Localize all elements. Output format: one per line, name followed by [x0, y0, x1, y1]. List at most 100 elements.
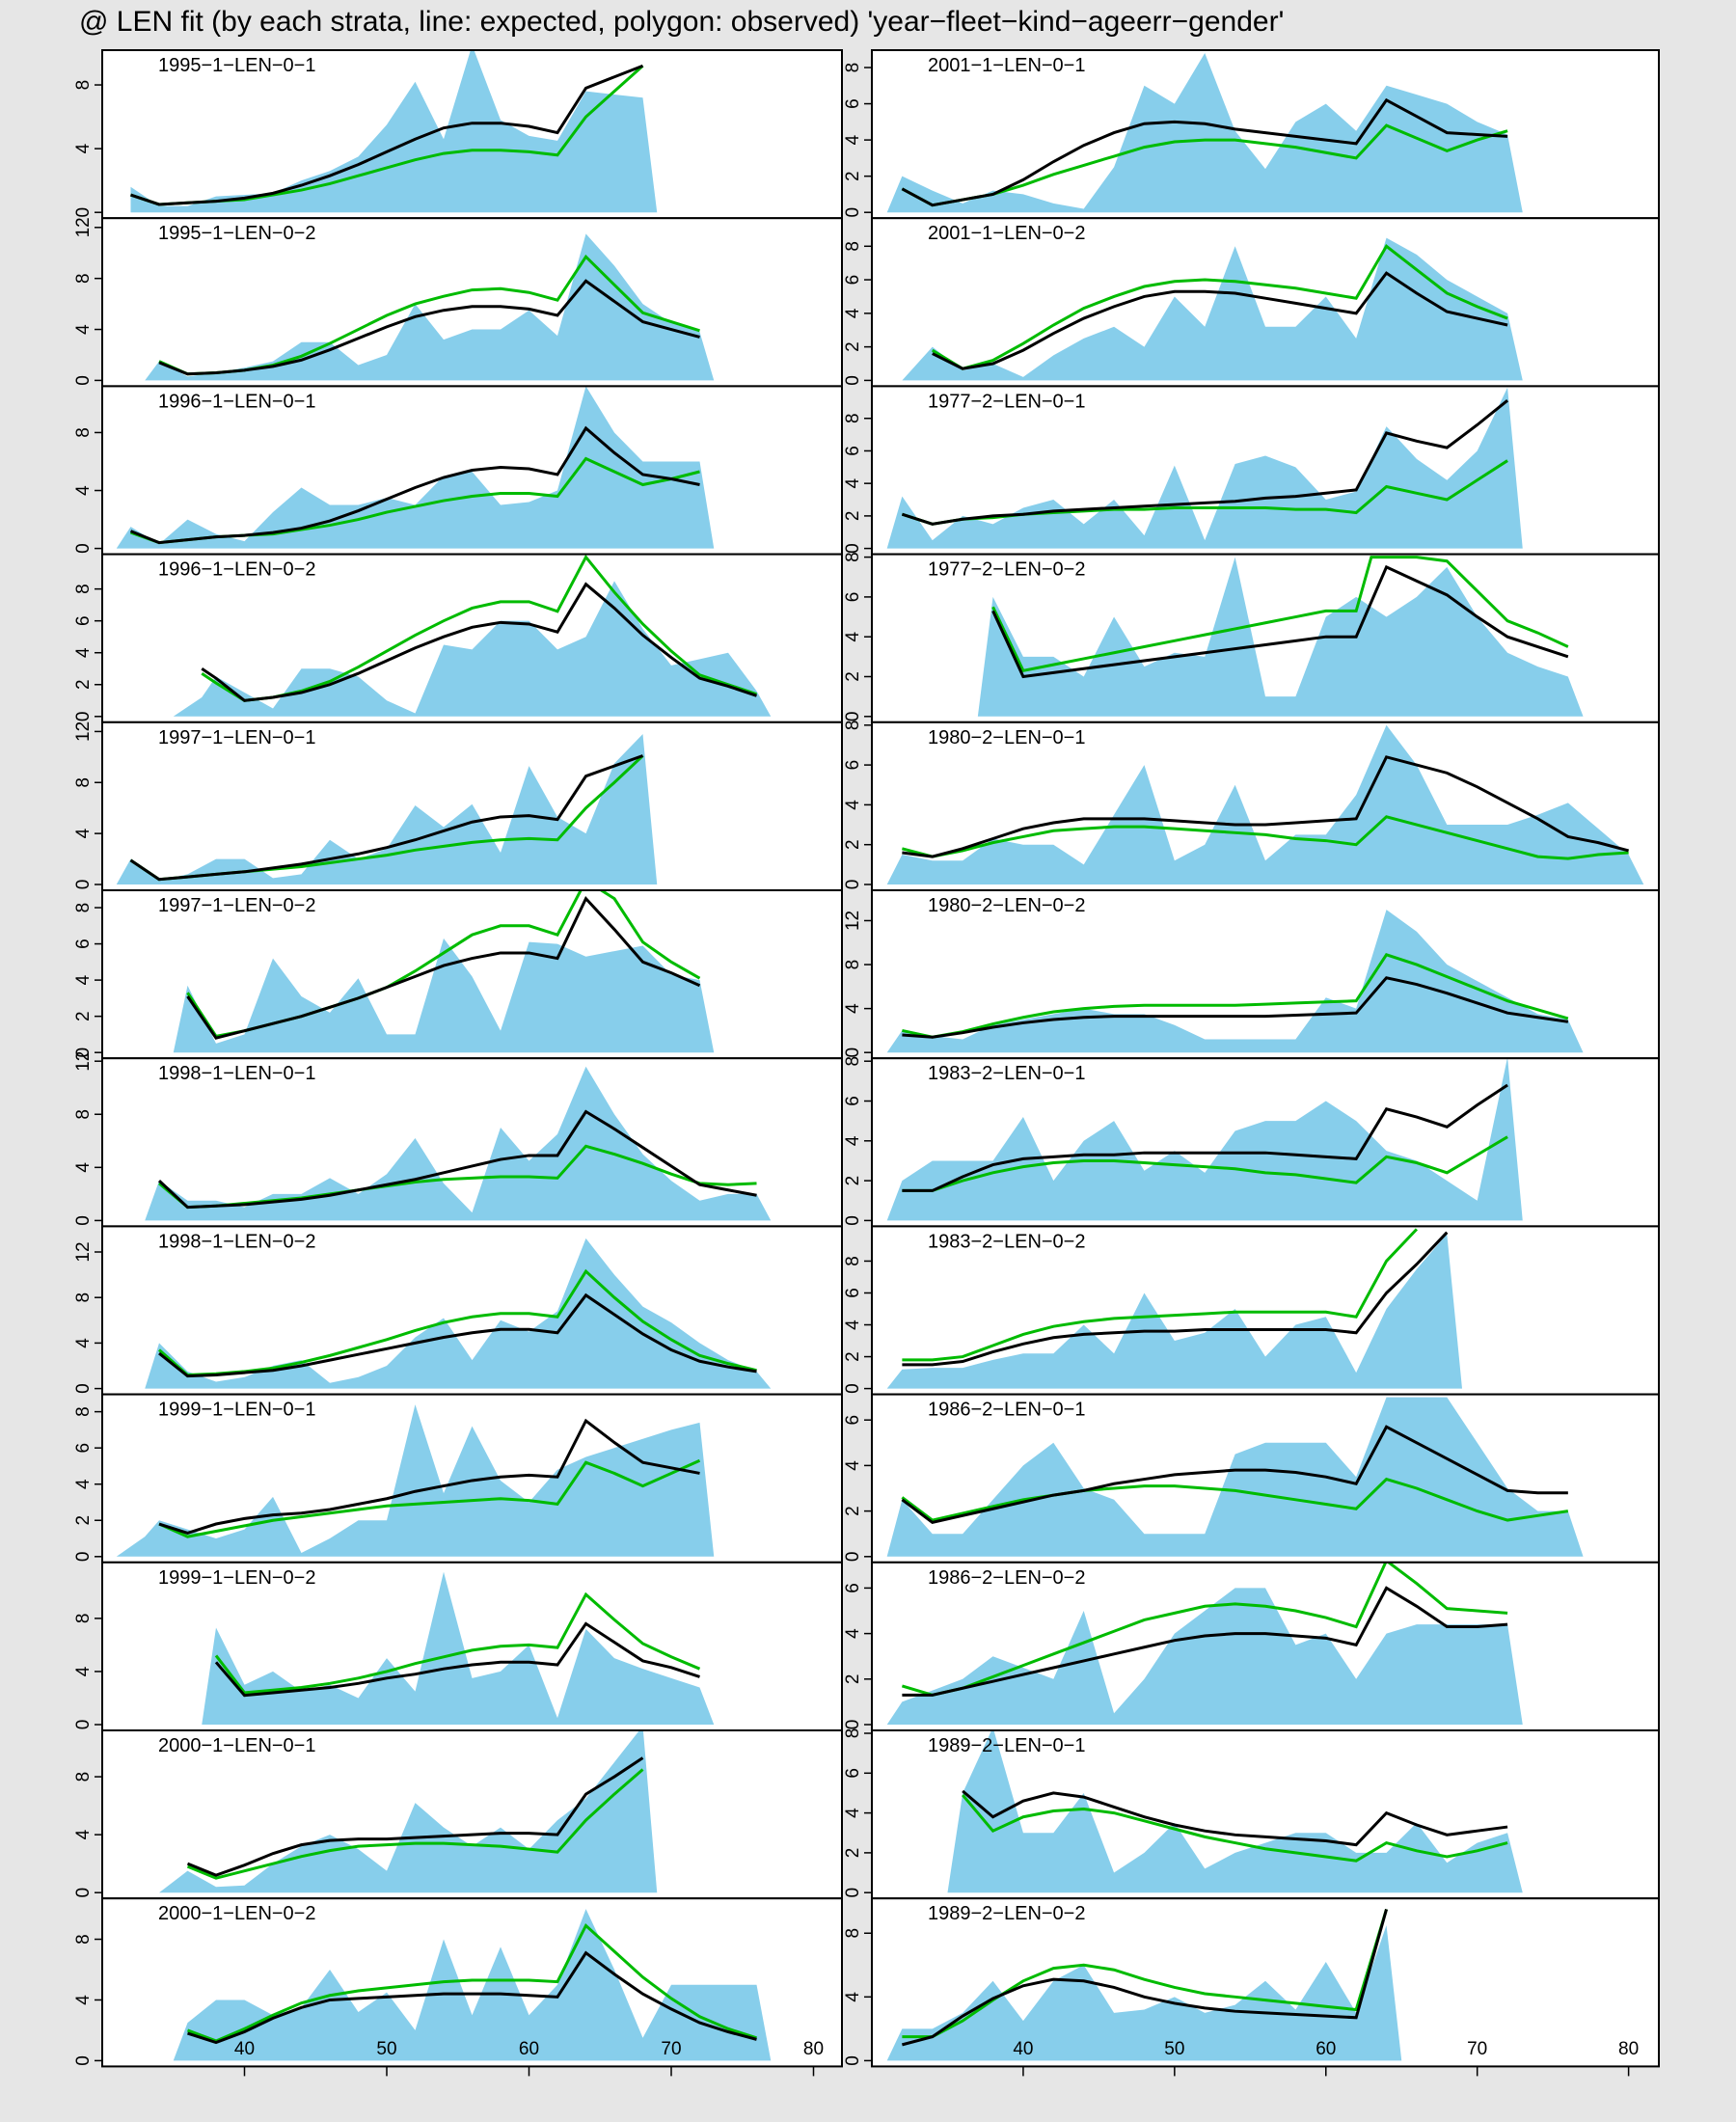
y-tick-label: 0	[843, 2055, 863, 2066]
y-tick-label: 0	[73, 1720, 94, 1730]
y-tick-label: 12	[73, 217, 94, 237]
expected-line	[962, 1789, 1508, 1847]
x-tick-label: 70	[1467, 2039, 1487, 2059]
y-tick-label: 2	[843, 341, 863, 352]
panel-frame	[871, 1897, 1660, 2068]
y-tick-label: 4	[73, 1479, 94, 1489]
y-tick-label: 0	[843, 1720, 863, 1730]
expected-line	[158, 1292, 757, 1378]
panel-label: 1998−1−LEN−0−1	[158, 1063, 316, 1084]
observed-polygon	[902, 237, 1523, 381]
y-tick-label: 6	[73, 1443, 94, 1454]
y-tick-label: 8	[843, 960, 863, 970]
y-tick-label: 6	[73, 939, 94, 949]
panel-0-11: 2000−1−LEN−0−2 0 4 8	[73, 1897, 843, 2068]
panel-label: 1989−2−LEN−0−1	[928, 1735, 1086, 1756]
y-tick-label: 8	[843, 63, 863, 73]
panel-0-4: 1997−1−LEN−0−1 0 4 8 12	[73, 721, 843, 891]
fitted-line	[158, 1458, 701, 1538]
y-tick-label: 4	[843, 1319, 863, 1330]
y-tick-label: 0	[843, 375, 863, 386]
x-tick-label: 80	[803, 2039, 824, 2059]
observed-polygon	[886, 1397, 1584, 1557]
panel-frame	[101, 1897, 843, 2068]
y-tick-label: 0	[843, 712, 863, 722]
y-tick-label: 4	[843, 800, 863, 810]
panel-0-2: 1996−1−LEN−0−1 0 4 8	[73, 385, 843, 556]
observed-polygon	[886, 1924, 1402, 2061]
y-tick-label: 6	[843, 446, 863, 456]
panel-label: 1999−1−LEN−0−1	[158, 1400, 316, 1421]
y-tick-label: 0	[73, 1215, 94, 1226]
y-tick-label: 8	[843, 1928, 863, 1939]
observed-polygon	[886, 724, 1644, 884]
y-tick-label: 2	[843, 1176, 863, 1186]
observed-polygon	[145, 233, 715, 381]
y-tick-label: 8	[73, 1934, 94, 1945]
expected-line	[129, 425, 700, 545]
y-tick-label: 4	[843, 1808, 863, 1818]
observed-polygon	[886, 1234, 1462, 1389]
y-tick-label: 0	[73, 712, 94, 722]
y-tick-label: 0	[843, 880, 863, 890]
panel-label: 1986−2−LEN−0−2	[928, 1567, 1086, 1589]
panel-label: 1980−2−LEN−0−1	[928, 727, 1086, 748]
y-tick-label: 12	[73, 1241, 94, 1262]
y-tick-label: 4	[843, 1460, 863, 1471]
y-tick-label: 0	[843, 1383, 863, 1394]
y-tick-label: 2	[843, 171, 863, 181]
y-tick-label: 6	[843, 1288, 863, 1298]
panel-0-7: 1998−1−LEN−0−2 0 4 8 12	[73, 1225, 843, 1396]
y-tick-label: 8	[73, 273, 94, 284]
panel-0-0: 1995−1−LEN−0−1 0 4 8	[73, 49, 843, 220]
observed-polygon	[116, 1404, 715, 1557]
x-tick-label: 50	[1164, 2039, 1184, 2059]
observed-polygon	[886, 1588, 1523, 1725]
y-tick-label: 0	[843, 207, 863, 218]
y-tick-label: 8	[843, 1256, 863, 1266]
panel-0-9: 1999−1−LEN−0−2 0 4 8	[73, 1561, 843, 1732]
x-tick-label: 80	[1618, 2039, 1639, 2059]
y-tick-label: 4	[73, 1829, 94, 1839]
y-tick-label: 0	[843, 543, 863, 554]
y-tick-label: 0	[73, 2055, 94, 2066]
y-tick-label: 4	[843, 308, 863, 318]
observed-polygon	[886, 387, 1523, 549]
panel-label: 1980−2−LEN−0−2	[928, 895, 1086, 916]
expected-line	[157, 1109, 757, 1210]
observed-polygon	[886, 53, 1523, 213]
fitted-line	[991, 556, 1569, 673]
expected-line	[991, 564, 1569, 679]
y-tick-label: 6	[843, 1583, 863, 1593]
y-tick-label: 4	[73, 1338, 94, 1348]
fitted-line	[902, 1135, 1508, 1192]
y-tick-label: 0	[73, 1383, 94, 1394]
fitted-line	[186, 1768, 644, 1880]
y-tick-label: 2	[73, 679, 94, 690]
y-tick-label: 8	[843, 413, 863, 423]
panel-label: 1996−1−LEN−0−2	[158, 559, 316, 581]
panel-label: 2001−1−LEN−0−1	[928, 55, 1086, 76]
y-tick-label: 0	[843, 1888, 863, 1898]
y-tick-label: 6	[843, 98, 863, 109]
y-tick-label: 4	[73, 143, 94, 153]
fitted-line	[902, 815, 1629, 860]
panel-label: 1989−2−LEN−0−2	[928, 1903, 1086, 1924]
panel-label: 1995−1−LEN−0−1	[158, 55, 316, 76]
expected-line	[186, 1756, 644, 1877]
expected-line	[187, 1950, 757, 2045]
y-tick-label: 8	[73, 777, 94, 788]
panel-label: 1986−2−LEN−0−1	[928, 1400, 1086, 1421]
panel-1-4: 1980−2−LEN−0−1 0 2 4 6 8	[843, 721, 1660, 891]
observed-polygon	[886, 1058, 1523, 1221]
y-tick-label: 4	[843, 631, 863, 641]
y-tick-label: 2	[73, 1515, 94, 1526]
panel-1-6: 1983−2−LEN−0−1 0 2 4 6 8	[843, 1056, 1660, 1228]
panel-1-8: 1986−2−LEN−0−1 0 2 4 6	[843, 1393, 1660, 1564]
y-tick-label: 4	[843, 1992, 863, 2002]
observed-polygon	[886, 910, 1584, 1053]
panel-1-11: 1989−2−LEN−0−2 0 4 8	[843, 1897, 1660, 2068]
y-tick-label: 6	[843, 1768, 863, 1779]
y-tick-label: 2	[843, 1351, 863, 1362]
expected-line	[130, 64, 644, 206]
